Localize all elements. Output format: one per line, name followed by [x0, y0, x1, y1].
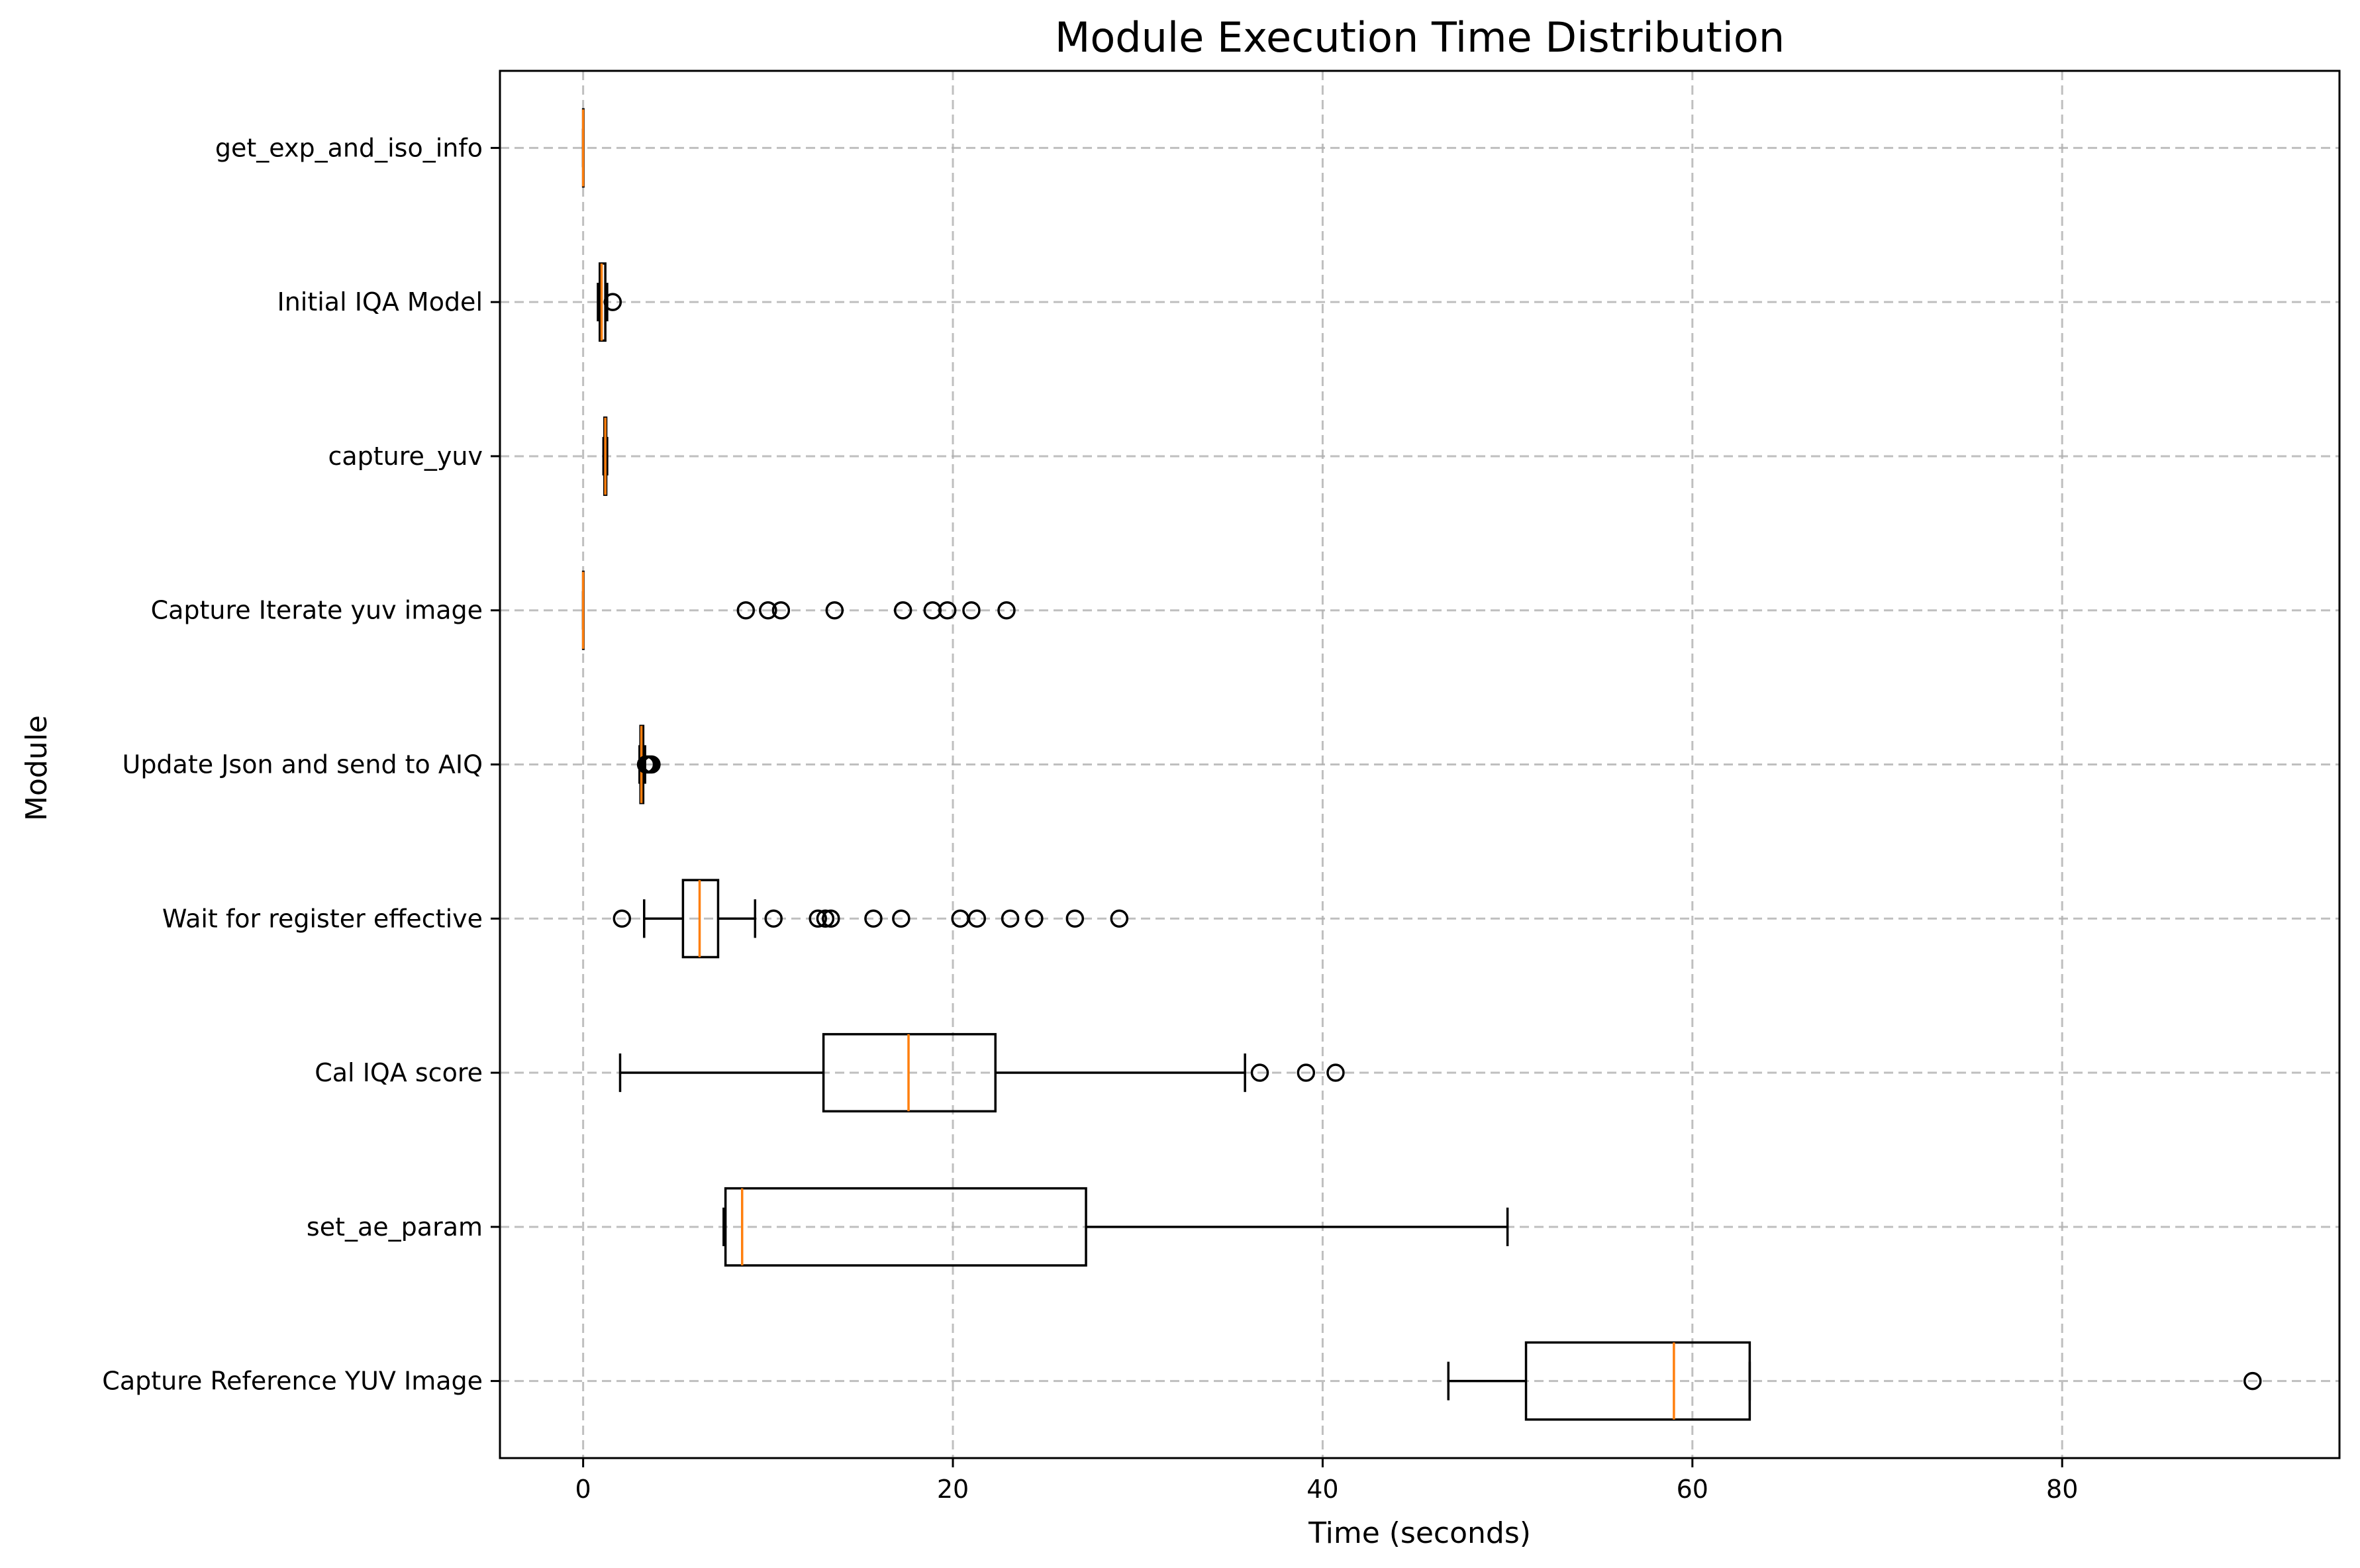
y-category-label: set_ae_param	[307, 1212, 483, 1242]
y-axis: get_exp_and_iso_info Initial IQA Model cap…	[102, 133, 500, 1396]
outlier-point	[642, 755, 661, 774]
box-group	[722, 1187, 1509, 1267]
outlier-point	[1065, 909, 1085, 928]
outlier-point	[997, 601, 1016, 620]
y-category-label: get_exp_and_iso_info	[215, 133, 483, 162]
y-category-label: Cal IQA score	[315, 1058, 483, 1087]
outlier-point	[764, 909, 783, 928]
outlier-point	[1110, 909, 1129, 928]
y-category-label: Capture Reference YUV Image	[102, 1367, 483, 1396]
box-group	[581, 570, 1016, 650]
outlier-point	[938, 601, 957, 620]
y-category-label: capture_yuv	[328, 442, 483, 471]
outlier-point	[603, 293, 622, 311]
chart-title: Module Execution Time Distribution	[1055, 13, 1785, 62]
x-tick-label: 0	[575, 1475, 591, 1504]
outlier-point	[822, 909, 840, 928]
y-category-label: Update Json and send to AIQ	[123, 750, 483, 779]
iqr-box	[1524, 1341, 1751, 1421]
grid-layer	[500, 71, 2339, 1458]
outlier-point	[1250, 1063, 1269, 1082]
x-tick-label: 40	[1306, 1475, 1338, 1504]
x-tick-label: 60	[1677, 1475, 1708, 1504]
y-category-label: Initial IQA Model	[277, 287, 483, 317]
plot-layer	[581, 108, 2262, 1421]
iqr-box	[724, 1187, 1087, 1267]
box-group	[597, 262, 622, 342]
y-axis-label: Module	[20, 715, 54, 821]
box-group	[602, 416, 609, 496]
box-group	[581, 108, 585, 188]
outlier-point	[759, 601, 777, 620]
outlier-point	[864, 909, 883, 928]
outlier-point	[809, 909, 827, 928]
y-category-label: Wait for register effective	[162, 904, 483, 933]
x-axis: 0 20 40 60 80	[575, 1458, 2078, 1504]
y-category-label: Capture Iterate yuv image	[151, 596, 483, 625]
box-group	[618, 1033, 1345, 1112]
outlier-point	[1025, 909, 1044, 928]
outlier-point	[2243, 1371, 2262, 1391]
outlier-point	[816, 909, 835, 928]
outlier-point	[892, 909, 910, 928]
outlier-point	[825, 601, 844, 620]
x-tick-label: 20	[937, 1475, 969, 1504]
outlier-point	[736, 601, 756, 620]
x-tick-label: 80	[2046, 1475, 2078, 1504]
outlier-point	[1001, 909, 1020, 928]
box-group	[1447, 1341, 2262, 1421]
outlier-point	[771, 601, 791, 620]
outlier-point	[967, 909, 987, 928]
outlier-point	[962, 601, 981, 620]
outlier-point	[1326, 1063, 1345, 1082]
outlier-point	[1297, 1063, 1316, 1082]
box-group	[613, 879, 1129, 959]
box-group	[636, 724, 661, 805]
x-axis-label: Time (seconds)	[1308, 1516, 1531, 1550]
outlier-point	[613, 909, 632, 928]
outlier-point	[893, 601, 912, 620]
